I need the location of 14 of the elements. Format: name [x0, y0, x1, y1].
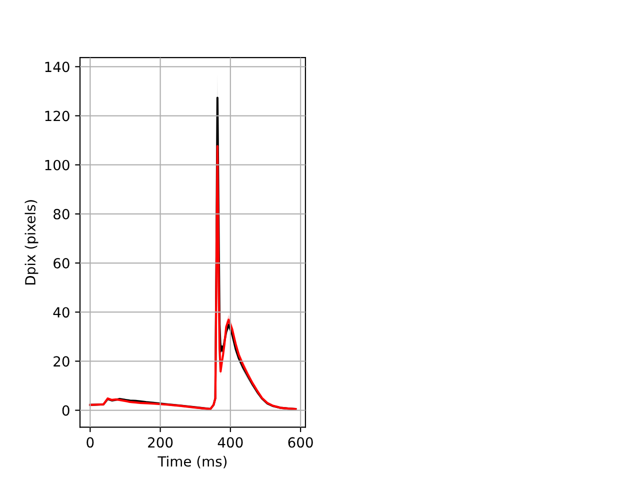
y-tick-label: 120 [45, 110, 70, 122]
x-tick-label: 200 [148, 437, 173, 448]
y-tick-label: 140 [45, 62, 70, 72]
x-tick-label: 0 [86, 437, 94, 448]
x-axis-title: Time (ms) [158, 456, 227, 468]
y-tick-label: 80 [54, 208, 70, 220]
x-tick-label: 400 [218, 437, 243, 448]
y-tick-label: 20 [54, 356, 70, 367]
y-tick-label: 0 [62, 405, 70, 416]
y-tick-label: 60 [54, 258, 70, 268]
y-tick-label: 100 [45, 160, 70, 170]
x-tick-label: 600 [288, 437, 313, 448]
y-tick-label: 40 [53, 307, 70, 318]
y-axis-title: Dpix (pixels) [24, 200, 38, 285]
